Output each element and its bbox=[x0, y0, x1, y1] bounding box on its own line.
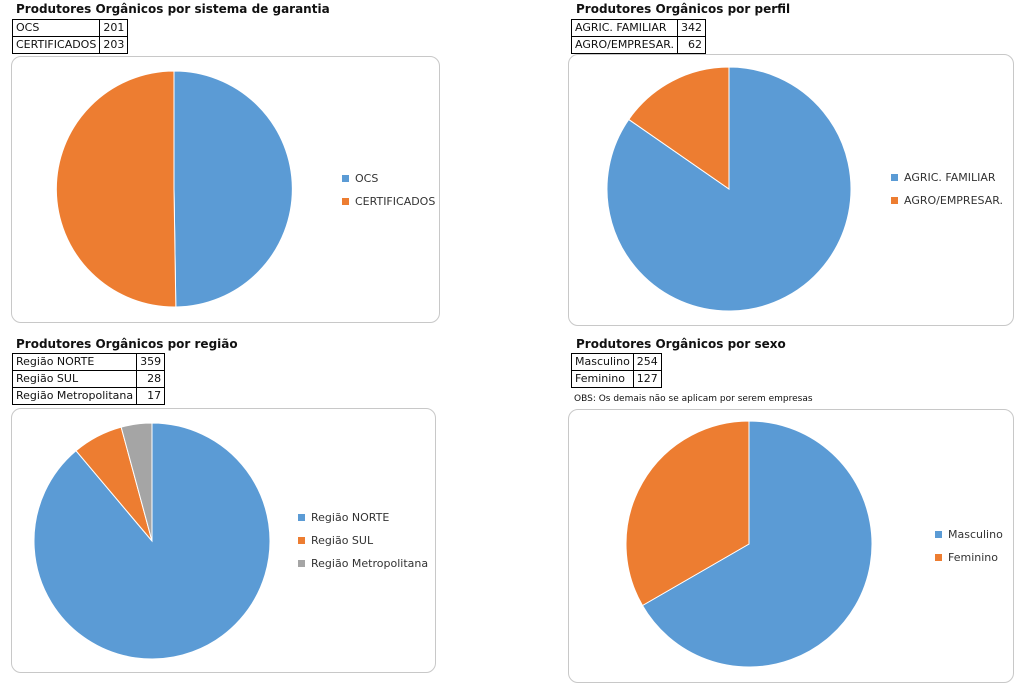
legend-swatch bbox=[342, 175, 349, 182]
table-row: Região SUL 28 bbox=[11, 370, 166, 388]
pie-chart bbox=[625, 420, 873, 668]
table-cell-label: Feminino bbox=[571, 370, 634, 388]
legend-label: Região NORTE bbox=[311, 511, 390, 524]
legend-swatch bbox=[935, 554, 942, 561]
table-cell-label: Masculino bbox=[571, 353, 634, 371]
note-text: OBS: Os demais não se aplicam por serem … bbox=[574, 394, 813, 404]
legend-item: OCS bbox=[342, 167, 435, 190]
legend-swatch bbox=[342, 198, 349, 205]
legend-swatch bbox=[935, 531, 942, 538]
table-row: Região NORTE 359 bbox=[11, 353, 166, 371]
chart-area: Masculino Feminino bbox=[568, 409, 1014, 683]
pie-chart bbox=[606, 66, 852, 312]
table-cell-label: Região NORTE bbox=[11, 353, 138, 371]
legend: Masculino Feminino bbox=[935, 523, 1003, 569]
pie-chart bbox=[55, 70, 293, 308]
legend-item: CERTIFICADOS bbox=[342, 190, 435, 213]
table-row: AGRO/EMPRESAR. 62 bbox=[571, 36, 706, 54]
table-cell-label: AGRIC. FAMILIAR bbox=[571, 19, 678, 37]
table-cell-label: AGRO/EMPRESAR. bbox=[571, 36, 678, 54]
legend-label: Masculino bbox=[948, 528, 1003, 541]
table-cell-value: 17 bbox=[136, 387, 166, 405]
legend-swatch bbox=[298, 560, 305, 567]
chart-area: AGRIC. FAMILIAR AGRO/EMPRESAR. bbox=[568, 54, 1014, 326]
table-cell-value: 359 bbox=[136, 353, 166, 371]
legend-swatch bbox=[298, 537, 305, 544]
table-row: Feminino 127 bbox=[571, 370, 662, 388]
legend: OCS CERTIFICADOS bbox=[342, 167, 435, 213]
table-row: Masculino 254 bbox=[571, 353, 662, 371]
data-table: Região NORTE 359 Região SUL 28 Região Me… bbox=[11, 353, 166, 405]
table-row: AGRIC. FAMILIAR 342 bbox=[571, 19, 706, 37]
legend-swatch bbox=[891, 197, 898, 204]
legend-item: Região NORTE bbox=[298, 506, 428, 529]
legend-swatch bbox=[891, 174, 898, 181]
legend: Região NORTE Região SUL Região Metropoli… bbox=[298, 506, 428, 575]
pie-slice-certificados bbox=[55, 70, 177, 308]
table-cell-label: Região Metropolitana bbox=[11, 387, 138, 405]
data-table: AGRIC. FAMILIAR 342 AGRO/EMPRESAR. 62 bbox=[571, 19, 706, 54]
table-cell-value: 201 bbox=[99, 19, 129, 37]
legend: AGRIC. FAMILIAR AGRO/EMPRESAR. bbox=[891, 166, 1003, 212]
table-cell-value: 254 bbox=[632, 353, 662, 371]
legend-item: Região SUL bbox=[298, 529, 428, 552]
chart-title: Produtores Orgânicos por sistema de gara… bbox=[16, 2, 330, 16]
table-row: Região Metropolitana 17 bbox=[11, 387, 166, 405]
legend-item: Região Metropolitana bbox=[298, 552, 428, 575]
legend-label: AGRO/EMPRESAR. bbox=[904, 194, 1003, 207]
pie-slice-masculino bbox=[641, 420, 873, 668]
chart-title: Produtores Orgânicos por região bbox=[16, 337, 238, 351]
pie-slice-agro-empresar bbox=[628, 66, 730, 190]
data-table: OCS 201 CERTIFICADOS 203 bbox=[11, 19, 129, 54]
table-row: OCS 201 bbox=[11, 19, 129, 37]
table-cell-label: Região SUL bbox=[11, 370, 138, 388]
pie-slice-ocs bbox=[173, 70, 293, 308]
table-cell-value: 28 bbox=[136, 370, 166, 388]
table-cell-value: 203 bbox=[99, 36, 129, 54]
legend-label: Região Metropolitana bbox=[311, 557, 429, 570]
pie-slice-regiao-metropolitana bbox=[120, 422, 153, 542]
chart-area: Região NORTE Região SUL Região Metropoli… bbox=[11, 408, 436, 673]
table-row: CERTIFICADOS 203 bbox=[11, 36, 129, 54]
table-cell-value: 127 bbox=[632, 370, 662, 388]
legend-item: AGRO/EMPRESAR. bbox=[891, 189, 1003, 212]
table-cell-value: 342 bbox=[677, 19, 706, 37]
pie-chart bbox=[33, 422, 271, 660]
table-cell-label: OCS bbox=[11, 19, 101, 37]
legend-item: Feminino bbox=[935, 546, 1003, 569]
legend-item: AGRIC. FAMILIAR bbox=[891, 166, 1003, 189]
data-table: Masculino 254 Feminino 127 bbox=[571, 353, 662, 388]
legend-item: Masculino bbox=[935, 523, 1003, 546]
chart-title: Produtores Orgânicos por perfil bbox=[576, 2, 791, 16]
chart-title: Produtores Orgânicos por sexo bbox=[576, 337, 786, 351]
table-cell-label: CERTIFICADOS bbox=[11, 36, 101, 54]
chart-area: OCS CERTIFICADOS bbox=[11, 56, 440, 323]
legend-label: Região SUL bbox=[311, 534, 374, 547]
legend-label: Feminino bbox=[948, 551, 998, 564]
pie-slice-feminino bbox=[625, 420, 750, 607]
table-cell-value: 62 bbox=[677, 36, 706, 54]
legend-label: AGRIC. FAMILIAR bbox=[904, 171, 996, 184]
legend-label: OCS bbox=[355, 172, 379, 185]
legend-swatch bbox=[298, 514, 305, 521]
legend-label: CERTIFICADOS bbox=[355, 195, 436, 208]
